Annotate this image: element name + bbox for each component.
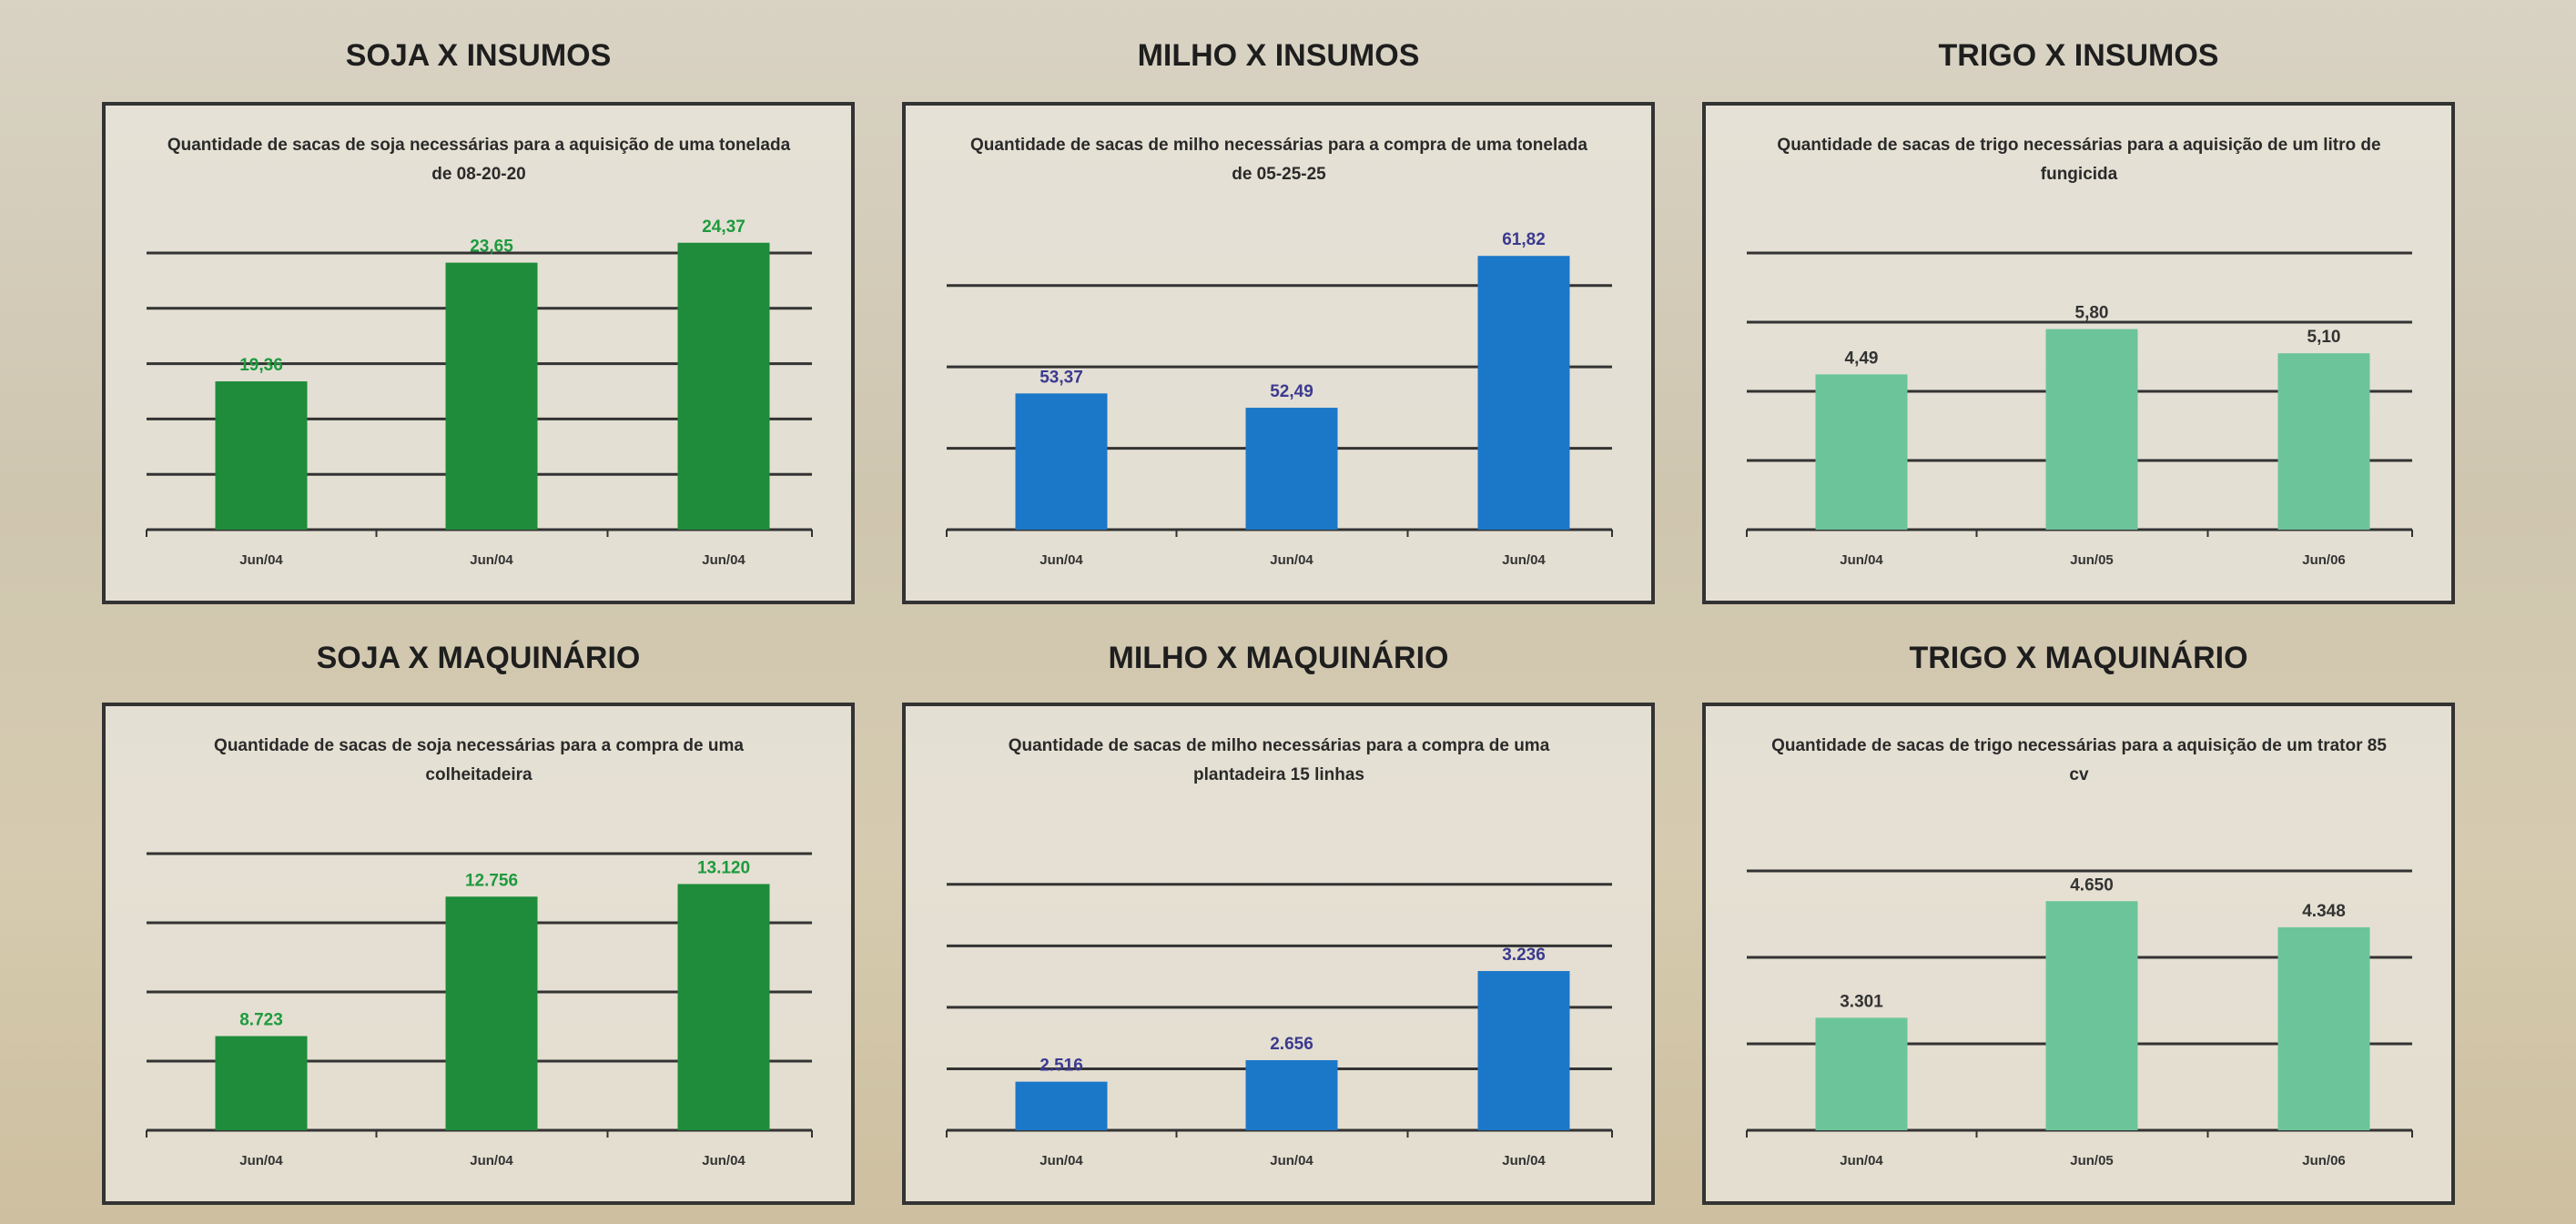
bar — [216, 381, 308, 530]
value-label: 3.301 — [1840, 992, 1883, 1011]
page: SOJA X INSUMOS Quantidade de sacas de soj… — [0, 0, 2576, 1224]
value-label: 61,82 — [1502, 230, 1546, 249]
x-tick-label: Jun/04 — [239, 1153, 283, 1168]
value-label: 2.516 — [1040, 1057, 1083, 1076]
x-tick-label: Jun/05 — [2070, 552, 2114, 568]
bar — [446, 263, 538, 530]
x-tick-label: Jun/04 — [470, 1153, 513, 1168]
chart-panel: Quantidade de sacas de trigo necessárias… — [1702, 703, 2455, 1205]
x-tick-label: Jun/04 — [1840, 552, 1883, 568]
bar — [2278, 927, 2370, 1130]
chart: Jun/04 3.301 Jun/05 4.650 Jun/06 4.348 — [1706, 706, 2451, 1201]
value-label: 12.756 — [465, 871, 518, 890]
bar — [1246, 408, 1338, 530]
x-tick-label: Jun/04 — [702, 1153, 745, 1168]
chart-title: SOJA X MAQUINÁRIO — [102, 641, 855, 676]
bar — [1816, 374, 1908, 530]
x-tick-label: Jun/04 — [470, 552, 513, 568]
x-tick-label: Jun/04 — [1502, 552, 1546, 568]
chart-panel: Quantidade de sacas de milho necessárias… — [902, 102, 1655, 604]
x-tick-label: Jun/04 — [1040, 1153, 1083, 1168]
value-label: 5,80 — [2075, 304, 2109, 323]
value-label: 52,49 — [1270, 382, 1313, 401]
chart-panel: Quantidade de sacas de trigo necessárias… — [1702, 102, 2455, 604]
x-tick-label: Jun/05 — [2070, 1153, 2114, 1168]
bar — [2046, 329, 2138, 530]
bar — [1478, 971, 1570, 1130]
bar — [1246, 1060, 1338, 1130]
chart: Jun/04 2.516 Jun/04 2.656 Jun/04 3.236 — [906, 706, 1651, 1201]
bar — [678, 243, 770, 530]
bar — [678, 884, 770, 1130]
x-tick-label: Jun/04 — [1270, 1153, 1313, 1168]
x-tick-label: Jun/04 — [239, 552, 283, 568]
value-label: 8.723 — [239, 1011, 283, 1030]
value-label: 4.650 — [2070, 875, 2114, 895]
chart: Jun/04 53,37 Jun/04 52,49 Jun/04 61,82 — [906, 106, 1651, 601]
chart: Jun/04 19,36 Jun/04 23,65 Jun/04 24,37 — [106, 106, 851, 601]
chart-title: MILHO X INSUMOS — [902, 38, 1655, 74]
value-label: 19,36 — [239, 356, 283, 375]
bar — [1816, 1017, 1908, 1130]
value-label: 5,10 — [2307, 328, 2341, 347]
value-label: 23,65 — [470, 238, 513, 257]
value-label: 53,37 — [1040, 368, 1083, 387]
chart-panel: Quantidade de sacas de soja necessárias … — [102, 102, 855, 604]
chart: Jun/04 8.723 Jun/04 12.756 Jun/04 13.120 — [106, 706, 851, 1201]
value-label: 4.348 — [2302, 902, 2346, 921]
bar — [1016, 393, 1108, 530]
x-tick-label: Jun/04 — [1040, 552, 1083, 568]
value-label: 3.236 — [1502, 946, 1546, 965]
x-tick-label: Jun/04 — [1502, 1153, 1546, 1168]
chart-title: TRIGO X INSUMOS — [1702, 38, 2455, 74]
chart-title: SOJA X INSUMOS — [102, 38, 855, 74]
chart: Jun/04 4,49 Jun/05 5,80 Jun/06 5,10 — [1706, 106, 2451, 601]
bar — [1478, 256, 1570, 530]
bar — [446, 896, 538, 1130]
bar — [2046, 901, 2138, 1130]
x-tick-label: Jun/04 — [1840, 1153, 1883, 1168]
chart-panel: Quantidade de sacas de milho necessárias… — [902, 703, 1655, 1205]
x-tick-label: Jun/06 — [2302, 552, 2346, 568]
value-label: 24,37 — [702, 217, 745, 237]
chart-panel: Quantidade de sacas de soja necessárias … — [102, 703, 855, 1205]
x-tick-label: Jun/06 — [2302, 1153, 2346, 1168]
chart-title: TRIGO X MAQUINÁRIO — [1702, 641, 2455, 676]
bar — [2278, 353, 2370, 530]
value-label: 13.120 — [697, 858, 750, 877]
value-label: 2.656 — [1270, 1035, 1313, 1054]
bar — [1016, 1082, 1108, 1130]
bar — [216, 1037, 308, 1130]
x-tick-label: Jun/04 — [1270, 552, 1313, 568]
value-label: 4,49 — [1845, 349, 1879, 368]
x-tick-label: Jun/04 — [702, 552, 745, 568]
chart-title: MILHO X MAQUINÁRIO — [902, 641, 1655, 676]
